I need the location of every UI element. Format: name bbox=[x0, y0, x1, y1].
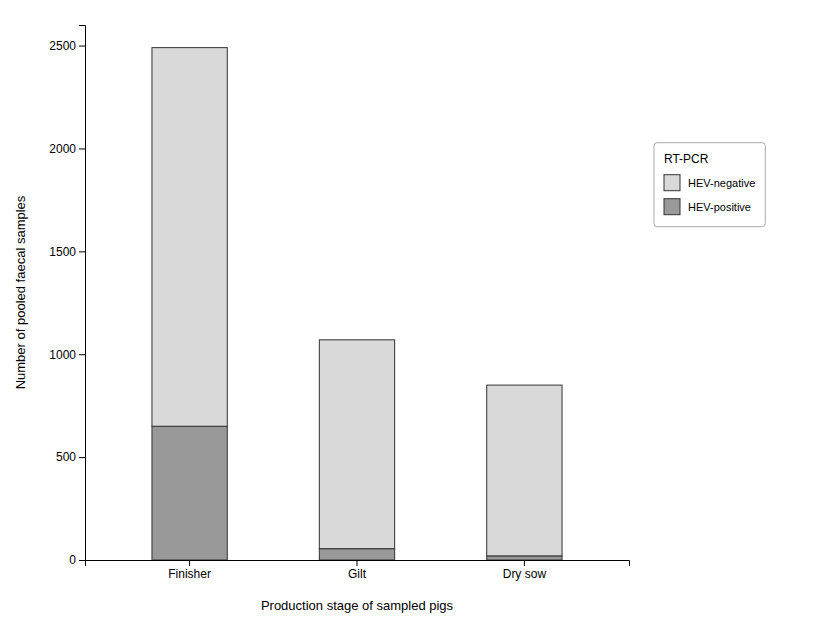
y-tick-mark bbox=[79, 354, 85, 355]
x-tick: Dry sow bbox=[503, 560, 547, 581]
x-tick-label: Finisher bbox=[168, 567, 211, 581]
chart: Finisher Gilt Dry sow 0 500 1000 1500 2000 2500 P… bbox=[0, 0, 819, 640]
y-tick-mark bbox=[79, 46, 85, 47]
x-axis-line bbox=[86, 561, 630, 567]
bar bbox=[152, 426, 227, 560]
legend-entry: HEV-negative bbox=[664, 175, 755, 191]
legend-title: RT-PCR bbox=[664, 152, 709, 166]
legend-label: HEV-positive bbox=[688, 201, 751, 213]
legend: RT-PCR HEV-negative HEV-positive bbox=[654, 143, 765, 227]
series bbox=[152, 48, 562, 556]
y-tick-label: 0 bbox=[69, 553, 76, 567]
bar bbox=[487, 556, 562, 560]
y-tick-mark bbox=[79, 251, 85, 252]
x-tick-label: Dry sow bbox=[503, 567, 547, 581]
x-axis: Finisher Gilt Dry sow bbox=[86, 560, 630, 581]
legend-swatch bbox=[664, 175, 680, 191]
legend-swatch bbox=[664, 199, 680, 215]
y-tick: 1500 bbox=[49, 245, 85, 259]
x-tick: Finisher bbox=[168, 560, 211, 581]
y-tick: 500 bbox=[56, 450, 85, 464]
y-tick-label: 1000 bbox=[49, 348, 76, 362]
bars bbox=[152, 48, 562, 560]
x-tick: Gilt bbox=[348, 560, 367, 581]
y-axis-title: Number of pooled faecal samples bbox=[13, 195, 28, 389]
bar bbox=[319, 549, 394, 560]
bar bbox=[487, 385, 562, 556]
y-axis-line bbox=[79, 26, 86, 561]
x-tick-mark bbox=[357, 560, 358, 566]
plot: Finisher Gilt Dry sow 0 500 1000 1500 2000 2500 P… bbox=[13, 26, 630, 614]
legend-label: HEV-negative bbox=[688, 177, 755, 189]
y-tick-mark bbox=[79, 148, 85, 149]
y-tick: 1000 bbox=[49, 348, 85, 362]
y-tick: 0 bbox=[69, 553, 85, 567]
y-axis: 0 500 1000 1500 2000 2500 bbox=[49, 26, 85, 568]
x-tick-mark bbox=[524, 560, 525, 566]
y-tick: 2500 bbox=[49, 39, 85, 53]
legend-entry: HEV-positive bbox=[664, 199, 751, 215]
y-tick: 2000 bbox=[49, 142, 85, 156]
legend-frame bbox=[654, 143, 765, 227]
y-tick-mark bbox=[79, 457, 85, 458]
y-tick-label: 500 bbox=[56, 450, 76, 464]
x-axis-title: Production stage of sampled pigs bbox=[261, 598, 454, 613]
y-tick-label: 1500 bbox=[49, 245, 76, 259]
y-tick-label: 2500 bbox=[49, 39, 76, 53]
x-tick-label: Gilt bbox=[348, 567, 367, 581]
x-tick-mark bbox=[189, 560, 190, 566]
y-tick-mark bbox=[79, 560, 85, 561]
bar bbox=[319, 340, 394, 549]
bar bbox=[152, 48, 227, 427]
y-tick-label: 2000 bbox=[49, 142, 76, 156]
